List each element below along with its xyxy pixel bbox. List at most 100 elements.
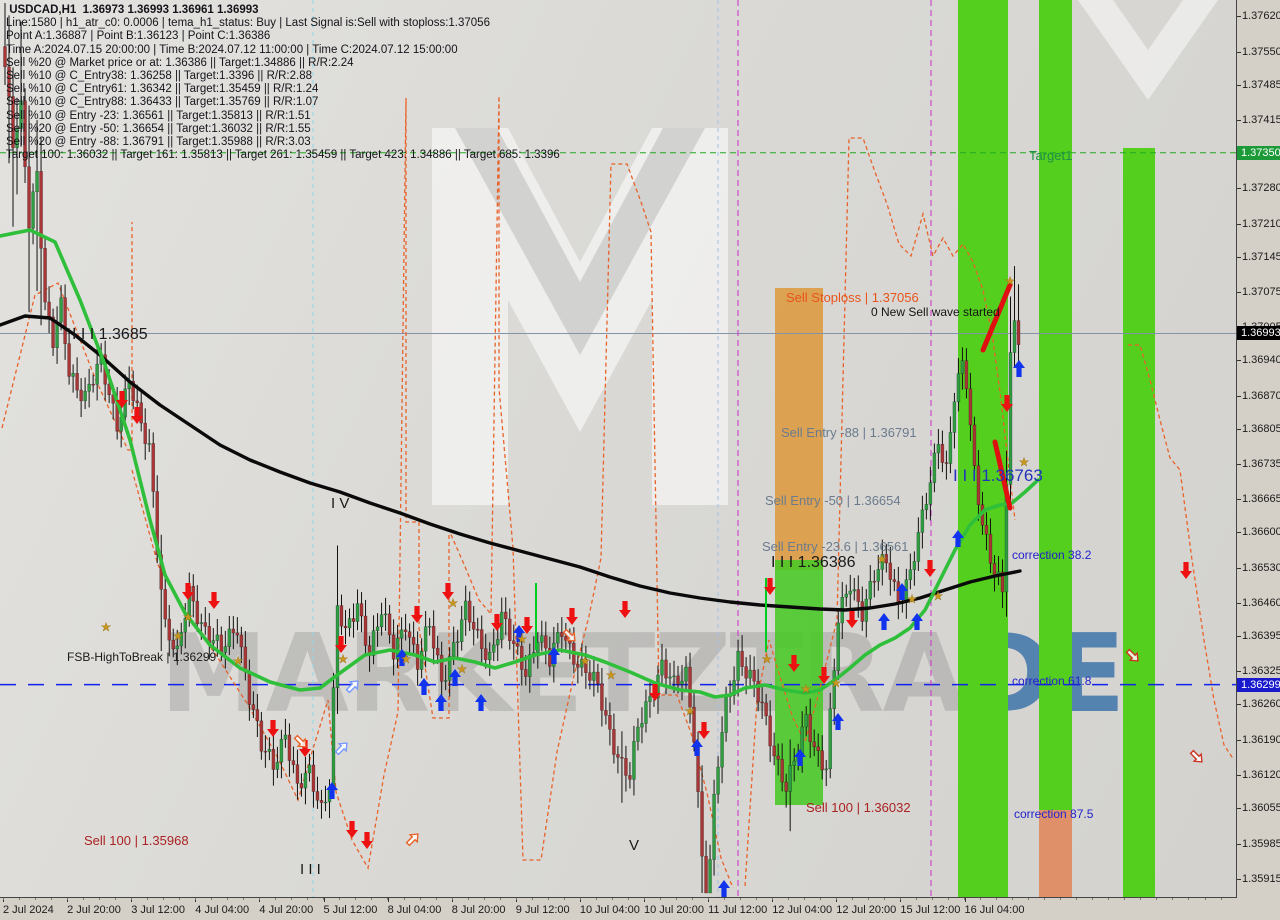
time-label: 3 Jul 12:00 <box>131 904 186 916</box>
time-tick <box>259 898 261 902</box>
candle-body <box>772 745 776 757</box>
star-icon: ★ <box>101 620 112 634</box>
price-label: 1.36395 <box>1242 630 1280 643</box>
candle-body <box>15 128 19 149</box>
candle-body <box>956 373 961 403</box>
time-minor-tick <box>707 898 709 900</box>
time-minor-tick <box>996 898 998 900</box>
price-tick <box>1237 360 1241 362</box>
time-minor-tick <box>179 898 181 900</box>
candle-body <box>343 625 348 629</box>
buy-arrow-icon <box>911 613 924 630</box>
time-minor-tick <box>467 898 469 900</box>
star-icon: ★ <box>1005 274 1016 288</box>
price-label: 1.36120 <box>1242 769 1280 782</box>
candle-body <box>271 749 276 770</box>
candle-body <box>856 589 861 602</box>
candle-body <box>508 618 512 642</box>
candle-body <box>740 650 744 667</box>
candle-body <box>888 562 893 580</box>
time-minor-tick <box>1188 898 1190 900</box>
candle-body <box>880 554 885 570</box>
price-tick <box>1237 428 1241 430</box>
candle-body <box>972 424 977 467</box>
candle-body <box>896 581 901 604</box>
candle-body <box>247 671 252 705</box>
chart-plot-area[interactable]: MARKETZTRADE ★★★★★★★★★★★★★★★★★★★★ USDCAD… <box>0 0 1237 898</box>
price-tick <box>1237 188 1241 190</box>
candle-body <box>752 669 756 682</box>
time-minor-tick <box>83 898 85 900</box>
time-tick <box>131 898 133 902</box>
candle-body <box>516 643 520 647</box>
buy-arrow-icon <box>896 583 909 600</box>
candle-body <box>151 443 155 492</box>
candle-body <box>724 696 728 733</box>
time-minor-tick <box>371 898 373 900</box>
candle-body <box>924 504 929 511</box>
hollow-arrow-icon <box>562 628 576 642</box>
star-icon: ★ <box>183 610 194 624</box>
candle-body <box>964 360 969 390</box>
buy-arrow-icon <box>418 678 430 695</box>
time-tick <box>515 898 517 902</box>
candle-body <box>916 532 921 562</box>
price-label: 1.37620 <box>1242 10 1280 23</box>
price-label: 1.36460 <box>1242 597 1280 610</box>
price-tick <box>1237 256 1241 258</box>
time-minor-tick <box>195 898 197 900</box>
time-minor-tick <box>403 898 405 900</box>
star-icon: ★ <box>233 654 244 668</box>
sell-arrow-icon <box>116 391 128 408</box>
candle-body <box>844 593 849 598</box>
buy-arrow-icon <box>691 739 704 756</box>
time-minor-tick <box>595 898 597 900</box>
time-tick <box>195 898 197 902</box>
candle-body <box>564 636 568 641</box>
candle-body <box>135 400 139 403</box>
time-minor-tick <box>964 898 966 900</box>
price-label: 1.37415 <box>1242 113 1280 126</box>
slow-ma-line <box>0 314 1022 612</box>
sell-arrow-icon <box>566 608 579 625</box>
candle-body <box>383 613 388 616</box>
candle-body <box>147 443 151 445</box>
sell-arrow-icon <box>335 636 347 653</box>
candle-body <box>423 626 428 652</box>
candle-body <box>984 524 989 535</box>
candle-body <box>676 675 680 685</box>
star-icon: ★ <box>877 552 888 566</box>
candle-body <box>616 754 620 758</box>
star-icon: ★ <box>448 596 459 610</box>
buy-arrow-icon <box>878 613 891 630</box>
time-minor-tick <box>771 898 773 900</box>
candle-body <box>395 637 400 660</box>
candle-body <box>920 509 925 533</box>
candle-body <box>39 171 43 249</box>
candle-body <box>451 642 456 657</box>
time-label: 8 Jul 20:00 <box>451 904 506 916</box>
time-minor-tick <box>579 898 581 900</box>
candle-body <box>315 791 320 801</box>
sell-arrow-icon <box>267 720 279 737</box>
time-minor-tick <box>884 898 886 900</box>
price-label: 1.36190 <box>1242 733 1280 746</box>
candle-body <box>471 621 476 630</box>
candle-body <box>263 750 268 753</box>
price-tick <box>1237 84 1241 86</box>
candle-body <box>808 714 812 743</box>
candle-body <box>35 171 39 193</box>
price-axis[interactable]: 1.37620 1.37550 1.37485 1.37415 1.37350 1.372… <box>1237 0 1280 920</box>
time-tick <box>708 898 710 902</box>
time-minor-tick <box>1220 898 1222 900</box>
candle-body <box>323 801 328 804</box>
time-axis[interactable]: 2 Jul 2024 2 Jul 20:00 3 Jul 12:00 4 Jul 04… <box>0 898 1280 920</box>
time-tick <box>579 898 581 902</box>
time-minor-tick <box>820 898 822 900</box>
price-tick <box>1237 775 1241 777</box>
candle-body <box>431 625 436 649</box>
time-minor-tick <box>387 898 389 900</box>
price-label: 1.36735 <box>1242 458 1280 470</box>
candle-body <box>443 680 448 682</box>
time-label: 16 Jul 04:00 <box>964 904 1025 916</box>
